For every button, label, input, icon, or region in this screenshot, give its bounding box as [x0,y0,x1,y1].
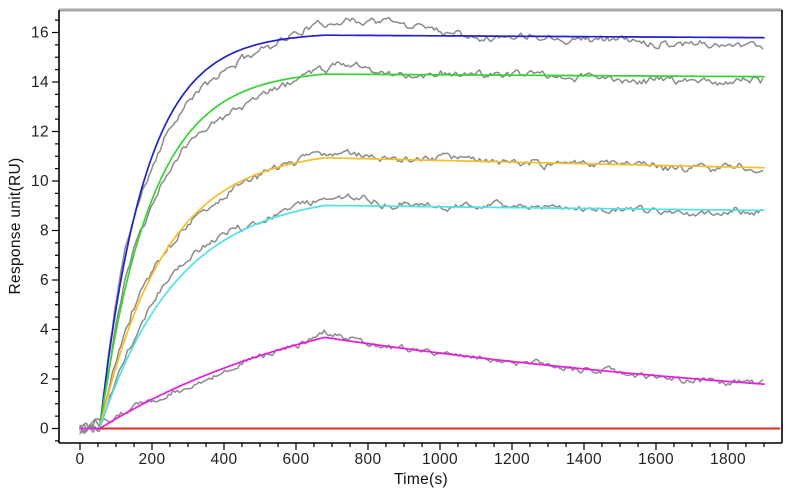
x-tick-label: 800 [354,451,381,468]
y-tick-label: 12 [31,124,49,141]
x-tick-label: 0 [75,451,84,468]
y-axis-title: Response unit(RU) [7,158,24,295]
y-tick-label: 10 [31,173,49,190]
fit-curves [79,34,781,430]
x-tick-label: 1200 [494,451,530,468]
y-tick-label: 8 [40,223,49,240]
x-axis-title: Time(s) [394,471,448,488]
y-tick-label: 6 [40,272,49,289]
raw-trace-fit-1-highest [79,16,764,432]
x-tick-label: 1400 [566,451,602,468]
plot-frame [59,8,783,443]
x-tick-label: 200 [138,451,165,468]
raw-trace-fit-5-lowest [79,329,764,433]
fit-curve-fit-4 [79,204,765,430]
y-tick-label: 4 [40,322,49,339]
axes: 0 200 400 600 800 1000 1200 1400 1600 1800 0 2 4 6 8 10… [31,10,782,468]
x-tick-label: 1000 [422,451,458,468]
x-tick-label: 400 [210,451,237,468]
x-tick-label: 600 [282,451,309,468]
y-tick-label: 0 [40,421,49,438]
raw-trace-fit-4 [79,193,764,431]
fit-curve-fit-2 [79,73,765,430]
y-tick-label: 14 [31,74,49,91]
y-tick-label: 2 [40,371,49,388]
x-tick-label: 1800 [710,451,746,468]
fit-curve-fit-1-highest [79,34,765,430]
fit-curve-fit-5-lowest [79,336,765,430]
x-tick-label: 1600 [638,451,674,468]
fit-curve-fit-3 [79,156,765,430]
y-tick-label: 16 [31,25,49,42]
